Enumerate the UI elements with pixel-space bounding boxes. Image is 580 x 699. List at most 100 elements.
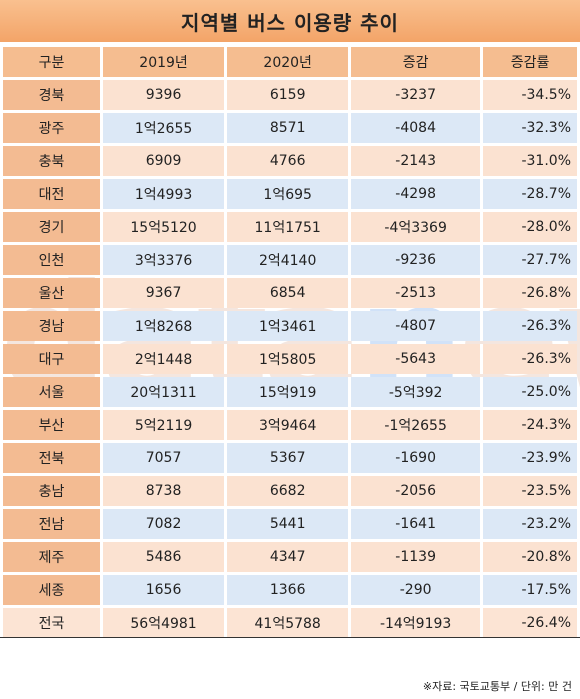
cell-2019: 8738 <box>103 476 228 506</box>
header-2020: 2020년 <box>227 47 352 77</box>
cell-rate: -26.8% <box>483 278 577 308</box>
cell-2020: 1억5805 <box>227 344 352 374</box>
table-title: 지역별 버스 이용량 추이 <box>181 10 399 35</box>
cell-2019: 56억4981 <box>103 608 228 638</box>
table-row: 충북 6909 4766 -2143 -31.0% <box>3 146 577 176</box>
header-row: 구분 2019년 2020년 증감 증감률 <box>3 47 577 77</box>
cell-change: -4807 <box>351 311 484 341</box>
cell-2019: 7082 <box>103 509 228 539</box>
table-row: 서울 20억1311 15억919 -5억392 -25.0% <box>3 377 577 407</box>
cell-2020: 6682 <box>227 476 352 506</box>
cell-rate: -23.2% <box>483 509 577 539</box>
cell-2019: 2억1448 <box>103 344 228 374</box>
cell-2020: 2억4140 <box>227 245 352 275</box>
cell-change: -2143 <box>351 146 484 176</box>
cell-2019: 6909 <box>103 146 228 176</box>
cell-region: 경기 <box>3 212 103 242</box>
cell-rate: -26.4% <box>483 608 577 638</box>
cell-rate: -31.0% <box>483 146 577 176</box>
total-divider <box>0 637 580 638</box>
bus-usage-table: 구분 2019년 2020년 증감 증감률 경북 9396 6159 -3237 -34… <box>3 44 577 641</box>
cell-region: 대전 <box>3 179 103 209</box>
cell-2019: 1억8268 <box>103 311 228 341</box>
cell-2019: 1656 <box>103 575 228 605</box>
header-rate: 증감률 <box>483 47 577 77</box>
cell-region: 울산 <box>3 278 103 308</box>
cell-change: -4084 <box>351 113 484 143</box>
cell-2020: 6854 <box>227 278 352 308</box>
table-row: 제주 5486 4347 -1139 -20.8% <box>3 542 577 572</box>
cell-change: -14억9193 <box>351 608 484 638</box>
cell-2020: 1366 <box>227 575 352 605</box>
cell-2019: 9396 <box>103 80 228 110</box>
header-change: 증감 <box>351 47 484 77</box>
cell-region: 세종 <box>3 575 103 605</box>
cell-2020: 41억5788 <box>227 608 352 638</box>
cell-2019: 5억2119 <box>103 410 228 440</box>
cell-2020: 1억695 <box>227 179 352 209</box>
cell-rate: -32.3% <box>483 113 577 143</box>
cell-2020: 1억3461 <box>227 311 352 341</box>
cell-rate: -28.0% <box>483 212 577 242</box>
table-row: 경기 15억5120 11억1751 -4억3369 -28.0% <box>3 212 577 242</box>
cell-rate: -28.7% <box>483 179 577 209</box>
cell-change: -5억392 <box>351 377 484 407</box>
cell-region: 대구 <box>3 344 103 374</box>
cell-rate: -26.3% <box>483 311 577 341</box>
source-note: ※자료: 국토교통부 / 단위: 만 건 <box>422 680 572 693</box>
cell-rate: -24.3% <box>483 410 577 440</box>
cell-region: 경북 <box>3 80 103 110</box>
cell-change: -4억3369 <box>351 212 484 242</box>
cell-change: -2056 <box>351 476 484 506</box>
cell-change: -4298 <box>351 179 484 209</box>
cell-region: 경남 <box>3 311 103 341</box>
table-row: 대구 2억1448 1억5805 -5643 -26.3% <box>3 344 577 374</box>
table-body: 경북 9396 6159 -3237 -34.5% 광주 1억2655 8571 -4084 -3… <box>3 80 577 638</box>
cell-region: 전국 <box>3 608 103 638</box>
table-row: 세종 1656 1366 -290 -17.5% <box>3 575 577 605</box>
cell-change: -3237 <box>351 80 484 110</box>
table-row: 전북 7057 5367 -1690 -23.9% <box>3 443 577 473</box>
cell-rate: -34.5% <box>483 80 577 110</box>
cell-2019: 15억5120 <box>103 212 228 242</box>
title-bar: 지역별 버스 이용량 추이 <box>0 0 580 42</box>
cell-change: -5643 <box>351 344 484 374</box>
table-row: 경남 1억8268 1억3461 -4807 -26.3% <box>3 311 577 341</box>
cell-2020: 4347 <box>227 542 352 572</box>
cell-rate: -23.5% <box>483 476 577 506</box>
header-region: 구분 <box>3 47 103 77</box>
cell-2020: 5367 <box>227 443 352 473</box>
cell-rate: -25.0% <box>483 377 577 407</box>
cell-region: 제주 <box>3 542 103 572</box>
cell-region: 충남 <box>3 476 103 506</box>
table-row: 광주 1억2655 8571 -4084 -32.3% <box>3 113 577 143</box>
table-row: 울산 9367 6854 -2513 -26.8% <box>3 278 577 308</box>
cell-change: -2513 <box>351 278 484 308</box>
cell-change: -1억2655 <box>351 410 484 440</box>
cell-2019: 7057 <box>103 443 228 473</box>
cell-2020: 15억919 <box>227 377 352 407</box>
cell-region: 광주 <box>3 113 103 143</box>
table-row: 충남 8738 6682 -2056 -23.5% <box>3 476 577 506</box>
cell-region: 인천 <box>3 245 103 275</box>
cell-rate: -26.3% <box>483 344 577 374</box>
cell-2019: 9367 <box>103 278 228 308</box>
cell-region: 충북 <box>3 146 103 176</box>
table-row: 인천 3억3376 2억4140 -9236 -27.7% <box>3 245 577 275</box>
cell-change: -1690 <box>351 443 484 473</box>
cell-2019: 3억3376 <box>103 245 228 275</box>
table-row: 전남 7082 5441 -1641 -23.2% <box>3 509 577 539</box>
cell-2020: 3억9464 <box>227 410 352 440</box>
cell-2019: 1억4993 <box>103 179 228 209</box>
cell-2020: 8571 <box>227 113 352 143</box>
cell-region: 부산 <box>3 410 103 440</box>
table-row: 대전 1억4993 1억695 -4298 -28.7% <box>3 179 577 209</box>
cell-region: 서울 <box>3 377 103 407</box>
cell-rate: -20.8% <box>483 542 577 572</box>
cell-2019: 5486 <box>103 542 228 572</box>
table-row: 경북 9396 6159 -3237 -34.5% <box>3 80 577 110</box>
cell-region: 전북 <box>3 443 103 473</box>
cell-change: -1139 <box>351 542 484 572</box>
cell-2019: 1억2655 <box>103 113 228 143</box>
cell-change: -1641 <box>351 509 484 539</box>
